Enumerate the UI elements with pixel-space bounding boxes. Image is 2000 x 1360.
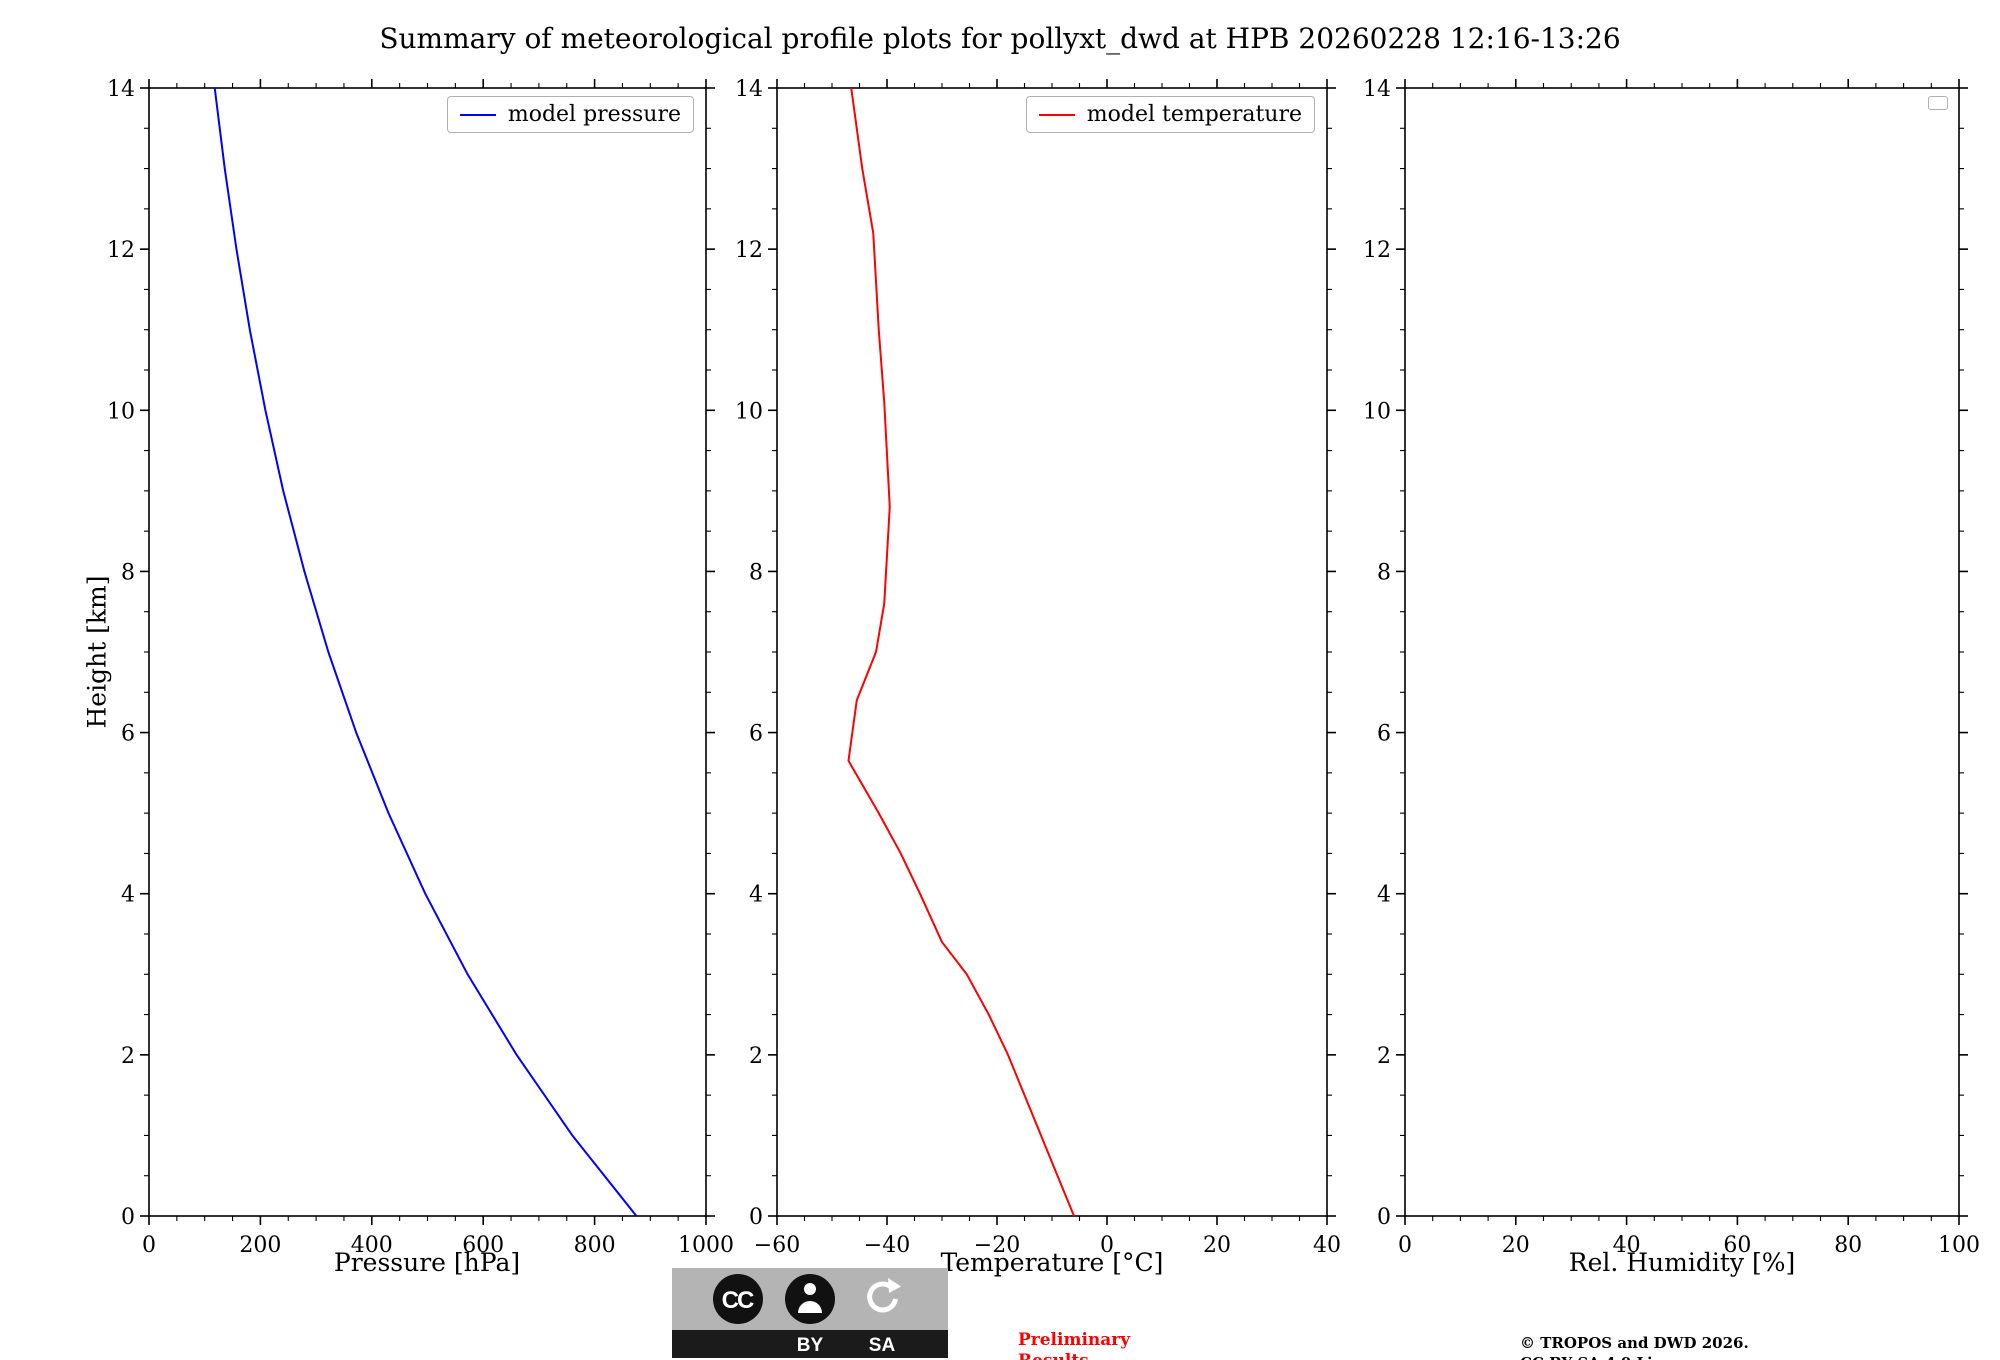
x-tick-label: 80 bbox=[1834, 1233, 1862, 1258]
legend-pressure: model pressure bbox=[446, 96, 694, 133]
x-tick-label: 100 bbox=[1938, 1233, 1980, 1258]
x-tick-label: 40 bbox=[1613, 1233, 1641, 1258]
copyright-line2: CC BY SA 4.0 License. bbox=[1520, 1354, 1749, 1360]
y-tick-label: 0 bbox=[749, 1205, 763, 1230]
pressure-line-sample bbox=[459, 113, 496, 116]
x-tick-label: −60 bbox=[754, 1233, 800, 1258]
x-tick-label: 200 bbox=[239, 1233, 281, 1258]
x-tick-label: 1000 bbox=[678, 1233, 734, 1258]
preliminary-line1: Preliminary bbox=[1018, 1330, 1131, 1350]
x-axis-label-humidity: Rel. Humidity [%] bbox=[1568, 1248, 1796, 1277]
svg-text:CC: CC bbox=[722, 1287, 754, 1314]
x-tick-label: 0 bbox=[1398, 1233, 1412, 1258]
preliminary-line2: Results. bbox=[1018, 1351, 1130, 1360]
copyright-note: © TROPOS and DWD 2026. CC BY SA 4.0 Lice… bbox=[1520, 1334, 1749, 1360]
cc-license-badge: CC BY SA bbox=[672, 1268, 948, 1360]
legend-temperature: model temperature bbox=[1025, 96, 1315, 133]
legend-humidity-empty bbox=[1928, 96, 1948, 110]
y-tick-label: 2 bbox=[749, 1044, 763, 1069]
x-tick-label: 60 bbox=[1723, 1233, 1751, 1258]
y-tick-label: 10 bbox=[107, 399, 135, 424]
y-tick-label: 8 bbox=[121, 560, 135, 585]
badge-strip bbox=[672, 1330, 948, 1358]
y-tick-label: 6 bbox=[1377, 722, 1391, 747]
panel-frame-0 bbox=[148, 87, 707, 1217]
y-tick-label: 4 bbox=[1377, 883, 1391, 908]
y-tick-label: 4 bbox=[749, 883, 763, 908]
y-tick-label: 8 bbox=[749, 560, 763, 585]
y-tick-label: 2 bbox=[121, 1044, 135, 1069]
x-tick-label: 0 bbox=[142, 1233, 156, 1258]
y-tick-label: 12 bbox=[107, 238, 135, 263]
temperature-line-sample bbox=[1038, 113, 1075, 116]
y-tick-label: 0 bbox=[1377, 1205, 1391, 1230]
y-tick-label: 6 bbox=[121, 722, 135, 747]
y-tick-label: 14 bbox=[1363, 77, 1391, 102]
x-axis-label-pressure: Pressure [hPa] bbox=[333, 1248, 521, 1277]
x-tick-label: 20 bbox=[1203, 1233, 1231, 1258]
badge-by-label: BY bbox=[797, 1335, 824, 1356]
figure-title: Summary of meteorological profile plots … bbox=[379, 22, 1621, 55]
x-tick-label: 20 bbox=[1502, 1233, 1530, 1258]
by-person-icon bbox=[785, 1274, 835, 1324]
y-tick-label: 4 bbox=[121, 883, 135, 908]
x-tick-label: 0 bbox=[1100, 1233, 1114, 1258]
series-model-pressure bbox=[213, 87, 638, 1217]
x-tick-label: −20 bbox=[974, 1233, 1020, 1258]
y-tick-label: 6 bbox=[749, 722, 763, 747]
y-tick-label: 14 bbox=[107, 77, 135, 102]
x-tick-label: −40 bbox=[864, 1233, 910, 1258]
y-tick-label: 8 bbox=[1377, 560, 1391, 585]
series-model-temperature bbox=[847, 87, 1075, 1217]
x-tick-label: 600 bbox=[462, 1233, 504, 1258]
preliminary-note: Preliminary Results. bbox=[1018, 1330, 1130, 1360]
legend-label-temperature: model temperature bbox=[1086, 102, 1302, 127]
x-tick-label: 40 bbox=[1313, 1233, 1341, 1258]
sa-arrow-icon bbox=[867, 1278, 901, 1313]
copyright-line1: © TROPOS and DWD 2026. bbox=[1520, 1334, 1749, 1352]
panel-frame-2 bbox=[1404, 87, 1960, 1217]
x-axis-label-temperature: Temperature [°C] bbox=[940, 1248, 1164, 1277]
badge-sa-label: SA bbox=[869, 1335, 896, 1356]
y-tick-label: 10 bbox=[1363, 399, 1391, 424]
y-tick-label: 12 bbox=[735, 238, 763, 263]
y-tick-label: 0 bbox=[121, 1205, 135, 1230]
cc-badge-svg: CC BY SA bbox=[672, 1268, 948, 1358]
y-tick-label: 10 bbox=[735, 399, 763, 424]
panel-frame-1 bbox=[776, 87, 1328, 1217]
legend-label-pressure: model pressure bbox=[507, 102, 681, 127]
x-tick-label: 400 bbox=[351, 1233, 393, 1258]
x-tick-label: 800 bbox=[574, 1233, 616, 1258]
y-tick-label: 14 bbox=[735, 77, 763, 102]
y-tick-label: 2 bbox=[1377, 1044, 1391, 1069]
y-tick-label: 12 bbox=[1363, 238, 1391, 263]
cc-icon: CC bbox=[713, 1274, 763, 1324]
